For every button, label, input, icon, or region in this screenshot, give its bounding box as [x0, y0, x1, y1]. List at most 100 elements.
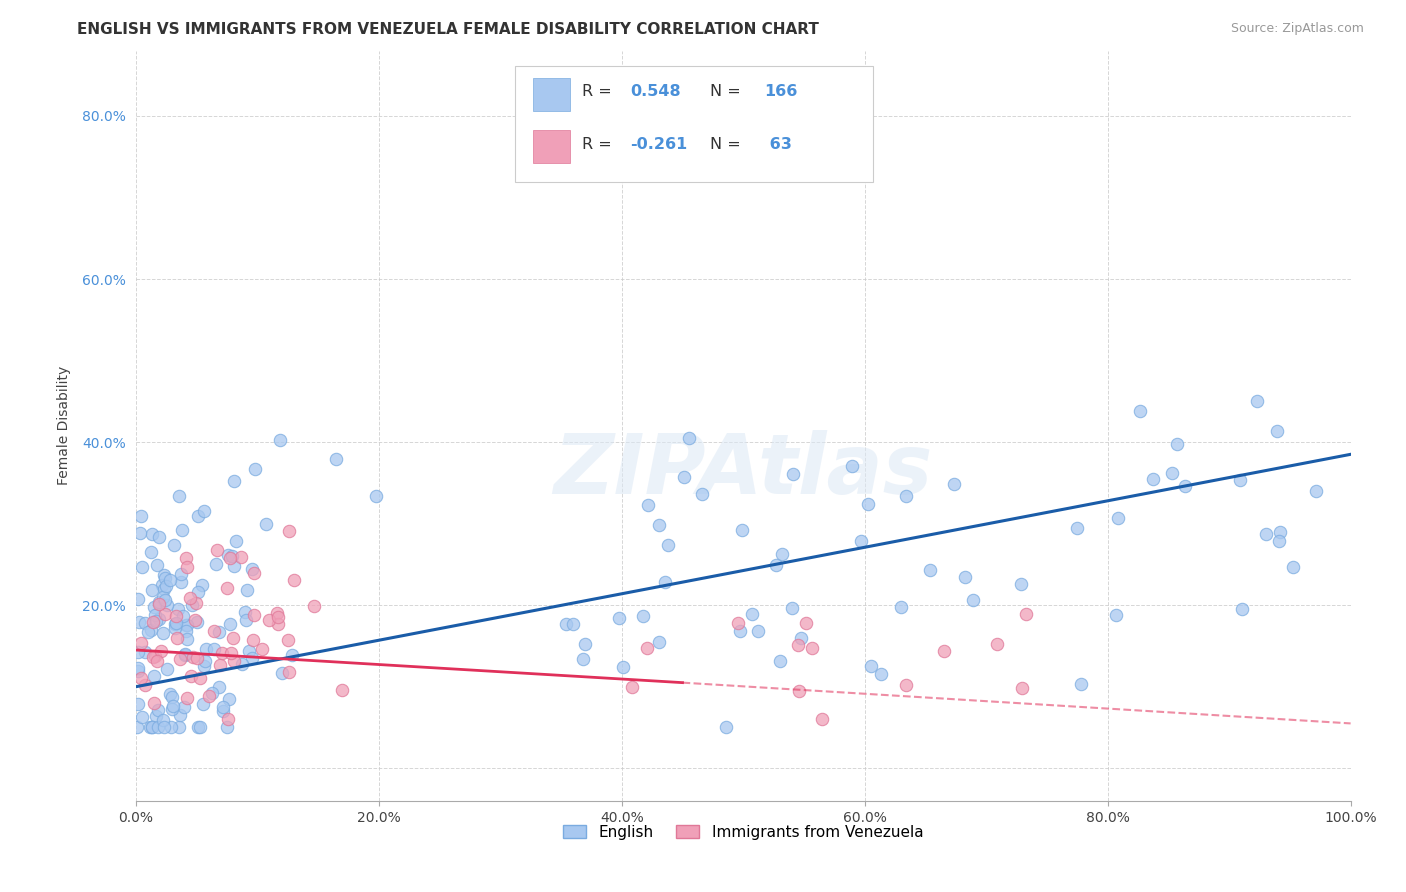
Point	[134, 678, 156, 692]
Text: ENGLISH VS IMMIGRANTS FROM VENEZUELA FEMALE DISABILITY CORRELATION CHART: ENGLISH VS IMMIGRANTS FROM VENEZUELA FEM…	[77, 22, 820, 37]
Point	[217, 548, 239, 562]
Point	[1268, 534, 1291, 549]
Text: -0.261: -0.261	[630, 137, 688, 152]
Point	[148, 597, 170, 611]
Point	[657, 538, 679, 552]
Point	[166, 631, 188, 645]
Point	[156, 662, 179, 676]
Point	[139, 545, 162, 559]
Point	[176, 560, 198, 574]
Point	[180, 668, 202, 682]
Point	[176, 632, 198, 647]
Point	[146, 558, 169, 572]
Point	[267, 609, 290, 624]
Point	[1270, 525, 1292, 540]
Point	[128, 525, 150, 540]
Point	[254, 517, 277, 532]
Point	[236, 582, 259, 597]
Point	[942, 477, 965, 491]
Point	[155, 571, 177, 585]
Point	[208, 624, 231, 639]
Point	[678, 431, 700, 445]
Point	[187, 721, 209, 735]
Bar	[533, 78, 569, 111]
Point	[219, 646, 242, 660]
Point	[654, 574, 676, 589]
Point	[1232, 602, 1254, 616]
Point	[187, 509, 209, 524]
Point	[714, 721, 737, 735]
Point	[242, 632, 264, 647]
Point	[148, 611, 170, 625]
Point	[202, 642, 225, 657]
Point	[159, 573, 181, 587]
Point	[148, 721, 170, 735]
Point	[174, 647, 197, 661]
Point	[277, 665, 299, 679]
Point	[225, 533, 247, 548]
Point	[139, 721, 162, 735]
Text: N =: N =	[710, 137, 741, 152]
Point	[271, 665, 294, 680]
Point	[193, 504, 215, 518]
Point	[860, 658, 883, 673]
Point	[134, 645, 156, 659]
Point	[794, 615, 817, 630]
Point	[841, 459, 863, 474]
Point	[188, 721, 211, 735]
Point	[180, 599, 202, 613]
Point	[160, 721, 183, 735]
Point	[1265, 424, 1288, 438]
Point	[142, 696, 165, 710]
Point	[128, 615, 150, 629]
Point	[330, 683, 353, 698]
Point	[890, 600, 912, 615]
Point	[672, 470, 695, 484]
Point	[131, 710, 153, 724]
Point	[176, 624, 198, 638]
Point	[127, 664, 149, 678]
Point	[221, 549, 243, 563]
Point	[741, 607, 763, 621]
Point	[141, 721, 163, 735]
Point	[894, 489, 917, 503]
Point	[782, 467, 804, 481]
Point	[780, 601, 803, 615]
Point	[202, 624, 225, 639]
Point	[143, 607, 166, 622]
Point	[562, 617, 585, 632]
Point	[1254, 527, 1277, 541]
Point	[648, 635, 671, 649]
Point	[198, 689, 221, 703]
Point	[208, 657, 231, 672]
Point	[765, 558, 787, 572]
Text: 63: 63	[763, 137, 792, 152]
Point	[856, 497, 879, 511]
Point	[131, 636, 153, 650]
Point	[962, 593, 984, 607]
Point	[167, 721, 190, 735]
Point	[1010, 577, 1032, 591]
Point	[174, 551, 197, 566]
Point	[218, 691, 240, 706]
Point	[194, 654, 217, 668]
Point	[1166, 437, 1188, 451]
Point	[986, 637, 1008, 651]
Point	[176, 617, 198, 632]
Point	[152, 625, 174, 640]
Point	[142, 600, 165, 615]
Point	[790, 631, 813, 645]
Point	[191, 578, 214, 592]
Point	[142, 615, 165, 629]
Point	[1142, 472, 1164, 486]
Point	[153, 582, 176, 596]
Point	[142, 669, 165, 683]
Point	[146, 702, 169, 716]
Point	[1107, 510, 1129, 524]
Text: N =: N =	[710, 85, 741, 99]
Text: 0.548: 0.548	[630, 85, 681, 99]
Point	[141, 583, 163, 598]
Point	[193, 658, 215, 673]
Point	[1129, 404, 1152, 418]
Point	[134, 615, 156, 630]
